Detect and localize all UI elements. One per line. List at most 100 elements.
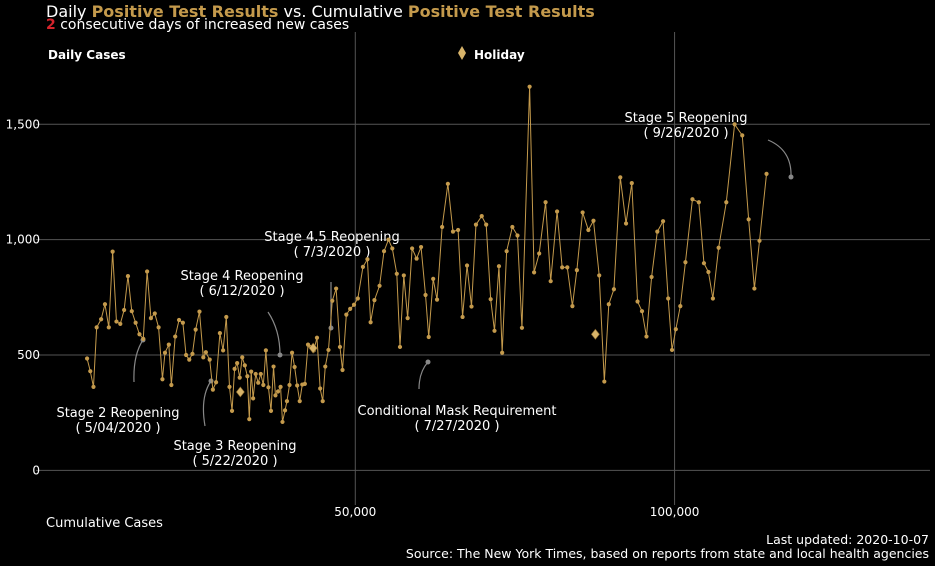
data-point (289, 350, 295, 355)
data-point (295, 383, 300, 388)
x-tick-label: 100,000 (650, 505, 700, 519)
y-tick-label: 0 (32, 463, 40, 477)
data-point (565, 265, 570, 270)
annotation-label: Stage 4.5 Reopening (264, 230, 400, 245)
data-point (106, 325, 111, 330)
data-point (330, 298, 335, 303)
data-point (434, 297, 440, 302)
data-point (242, 363, 247, 368)
chart-title: Daily Positive Test Results vs. Cumulati… (46, 2, 595, 21)
data-point (527, 84, 532, 89)
data-point (160, 377, 165, 382)
data-point (673, 327, 678, 332)
title-metric-daily: Positive Test Results (91, 2, 279, 21)
annotation-label: Stage 2 Reopening (56, 406, 179, 421)
data-point (118, 321, 123, 326)
data-point (365, 257, 370, 262)
data-point (193, 327, 198, 332)
data-point (282, 408, 288, 413)
data-point (197, 309, 202, 314)
chart-subtitle: 2 consecutive days of increased new case… (46, 17, 349, 33)
data-point (574, 268, 579, 273)
title-prefix: Daily (46, 2, 87, 21)
data-point (492, 328, 497, 333)
data-point (580, 210, 585, 215)
title-mid: vs. Cumulative (283, 2, 403, 21)
data-point (445, 181, 450, 186)
data-point (227, 384, 232, 389)
x-axis-title: Cumulative Cases (46, 516, 163, 531)
data-point (629, 181, 634, 186)
data-point (473, 222, 479, 227)
data-point (292, 364, 297, 370)
data-point (340, 367, 345, 373)
annotation-arrow (267, 311, 281, 356)
data-point (655, 229, 660, 234)
data-point (591, 218, 596, 223)
data-point (606, 302, 611, 307)
last-updated: Last updated: 2020-10-07 (766, 532, 929, 547)
annotation-arrowhead (208, 378, 214, 384)
data-point (237, 375, 242, 380)
data-point (510, 224, 515, 230)
data-point (141, 336, 146, 341)
data-point (390, 246, 395, 251)
title-metric-cumulative: Positive Test Results (407, 2, 595, 21)
data-point (190, 351, 195, 356)
data-point (515, 233, 520, 238)
data-point (271, 364, 276, 369)
data-point (696, 200, 701, 205)
data-point (426, 334, 431, 340)
data-point (176, 317, 182, 323)
annotation-arrowhead (328, 325, 334, 331)
data-point (504, 249, 509, 254)
data-point (273, 393, 278, 398)
annotation-label: Stage 4 Reopening (180, 269, 303, 284)
data-point (351, 302, 357, 307)
data-point (401, 273, 406, 278)
data-point (318, 386, 323, 391)
data-point (156, 325, 161, 330)
data-point (122, 307, 127, 313)
y-tick-label: 500 (17, 348, 40, 362)
y-tick-label: 1,500 (6, 117, 40, 131)
data-point (732, 122, 737, 127)
annotation: Stage 4 Reopening( 6/12/2020 ) (180, 269, 304, 358)
data-point (764, 171, 769, 176)
data-point (543, 200, 548, 205)
data-point (496, 264, 502, 269)
annotation-label: Stage 3 Reopening (173, 439, 296, 454)
data-point (287, 382, 292, 388)
data-point (229, 408, 235, 413)
data-point (207, 357, 212, 362)
data-point (266, 385, 271, 390)
data-point (348, 306, 353, 311)
data-point (187, 357, 192, 362)
data-point (275, 389, 281, 394)
data-point (678, 304, 683, 309)
data-point (414, 256, 419, 261)
data-point (469, 304, 474, 309)
data-point (166, 342, 171, 347)
data-point (519, 325, 525, 330)
data-point (500, 350, 505, 355)
data-point (253, 371, 258, 377)
annotation: Stage 3 Reopening( 5/22/2020 ) (173, 378, 297, 469)
data-point (570, 304, 575, 309)
data-point (99, 317, 104, 322)
annotation-arrow (202, 380, 212, 427)
data-point (278, 384, 283, 389)
data-point (213, 380, 219, 385)
data-point (251, 396, 256, 401)
data-point (152, 311, 157, 316)
data-point (94, 325, 99, 330)
data-point (217, 331, 223, 336)
data-point (450, 229, 456, 234)
grid-lines (36, 32, 930, 505)
data-point (284, 399, 290, 404)
data-point (394, 271, 399, 276)
data-point (410, 246, 415, 251)
data-point (84, 356, 90, 361)
data-point (548, 279, 553, 284)
